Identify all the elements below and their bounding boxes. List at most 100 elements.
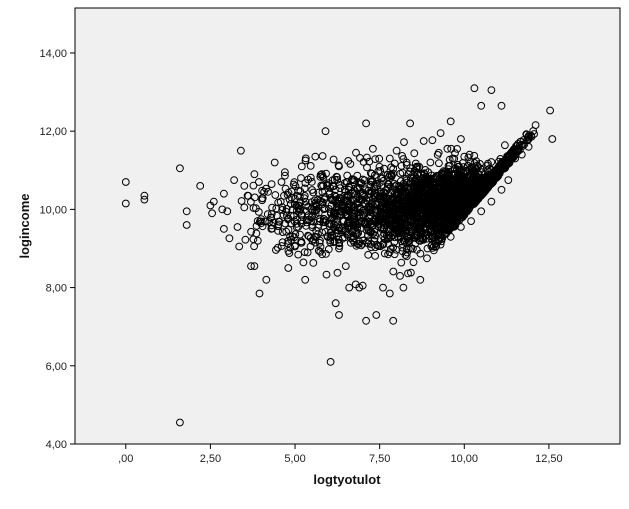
data-point (394, 200, 403, 209)
data-point (479, 174, 488, 183)
data-point (404, 269, 412, 278)
data-point (292, 207, 301, 215)
data-point (524, 142, 533, 151)
data-point (372, 311, 381, 319)
data-point (440, 229, 449, 238)
x-tick-label: 10,00 (451, 453, 479, 465)
data-point (300, 184, 309, 193)
data-point (311, 238, 320, 247)
data-point (297, 162, 306, 171)
data-point (304, 211, 313, 220)
data-point (465, 166, 474, 175)
data-point (421, 200, 430, 209)
data-point (240, 203, 249, 212)
data-point (392, 226, 400, 235)
data-point (331, 185, 340, 194)
data-point (288, 232, 297, 241)
data-point (398, 247, 407, 256)
data-point (249, 204, 258, 212)
data-point (416, 204, 425, 213)
data-point (472, 165, 481, 173)
data-point (416, 275, 425, 284)
data-point (357, 241, 366, 250)
data-point (348, 210, 357, 218)
data-point (361, 199, 370, 208)
data-point (379, 283, 387, 292)
data-point (464, 153, 473, 162)
data-point (329, 196, 338, 204)
data-point (334, 199, 343, 208)
data-point (284, 225, 293, 234)
data-point (416, 249, 425, 258)
data-point (368, 169, 376, 178)
data-point (444, 192, 453, 201)
data-point (318, 152, 327, 160)
data-point (455, 184, 464, 193)
data-point (292, 219, 301, 228)
data-point (446, 117, 455, 126)
data-point (458, 212, 466, 221)
data-point (249, 235, 258, 244)
data-point (356, 154, 364, 162)
data-point (383, 171, 392, 179)
data-point (329, 213, 337, 222)
data-point (375, 212, 383, 220)
data-point (333, 268, 342, 277)
data-point (369, 144, 377, 153)
data-point (389, 165, 398, 173)
data-point (375, 154, 384, 163)
data-point (253, 236, 262, 245)
data-point (285, 249, 294, 258)
data-point (321, 127, 330, 136)
data-point (336, 184, 345, 193)
data-point (307, 198, 316, 207)
data-point (409, 213, 417, 222)
data-point (345, 283, 354, 292)
data-point (516, 137, 525, 146)
data-point (419, 178, 428, 187)
data-point (438, 170, 447, 179)
data-point (412, 205, 421, 214)
data-point (301, 275, 310, 284)
data-point (389, 316, 398, 325)
data-point (272, 204, 281, 213)
data-point (325, 189, 334, 198)
data-point (411, 159, 420, 168)
data-point (335, 238, 344, 247)
y-tick-label: 8,00 (46, 283, 67, 295)
data-point (220, 225, 228, 233)
data-point (461, 207, 470, 216)
data-point (364, 236, 373, 245)
data-point (300, 248, 309, 257)
data-point (373, 240, 381, 249)
data-point (400, 138, 408, 147)
data-point (453, 145, 462, 153)
data-point (406, 119, 415, 128)
data-point (303, 248, 312, 257)
data-point (470, 84, 479, 93)
data-point (318, 228, 327, 237)
data-point (305, 232, 313, 241)
data-point (297, 216, 306, 225)
data-point (458, 200, 466, 209)
data-point (359, 175, 367, 184)
data-point (444, 200, 453, 209)
data-point (352, 229, 361, 238)
data-point (368, 198, 377, 207)
data-point (487, 86, 496, 94)
data-point (466, 202, 475, 211)
data-point (406, 167, 415, 176)
data-point (467, 217, 476, 226)
data-point (340, 196, 348, 205)
data-point (267, 225, 276, 233)
data-point (352, 194, 361, 203)
data-point (257, 215, 266, 224)
data-point (316, 247, 325, 256)
data-point (419, 137, 428, 145)
data-point (330, 237, 339, 246)
data-point (264, 187, 272, 196)
data-point (412, 192, 421, 200)
data-point (335, 244, 343, 253)
data-point (237, 197, 246, 205)
